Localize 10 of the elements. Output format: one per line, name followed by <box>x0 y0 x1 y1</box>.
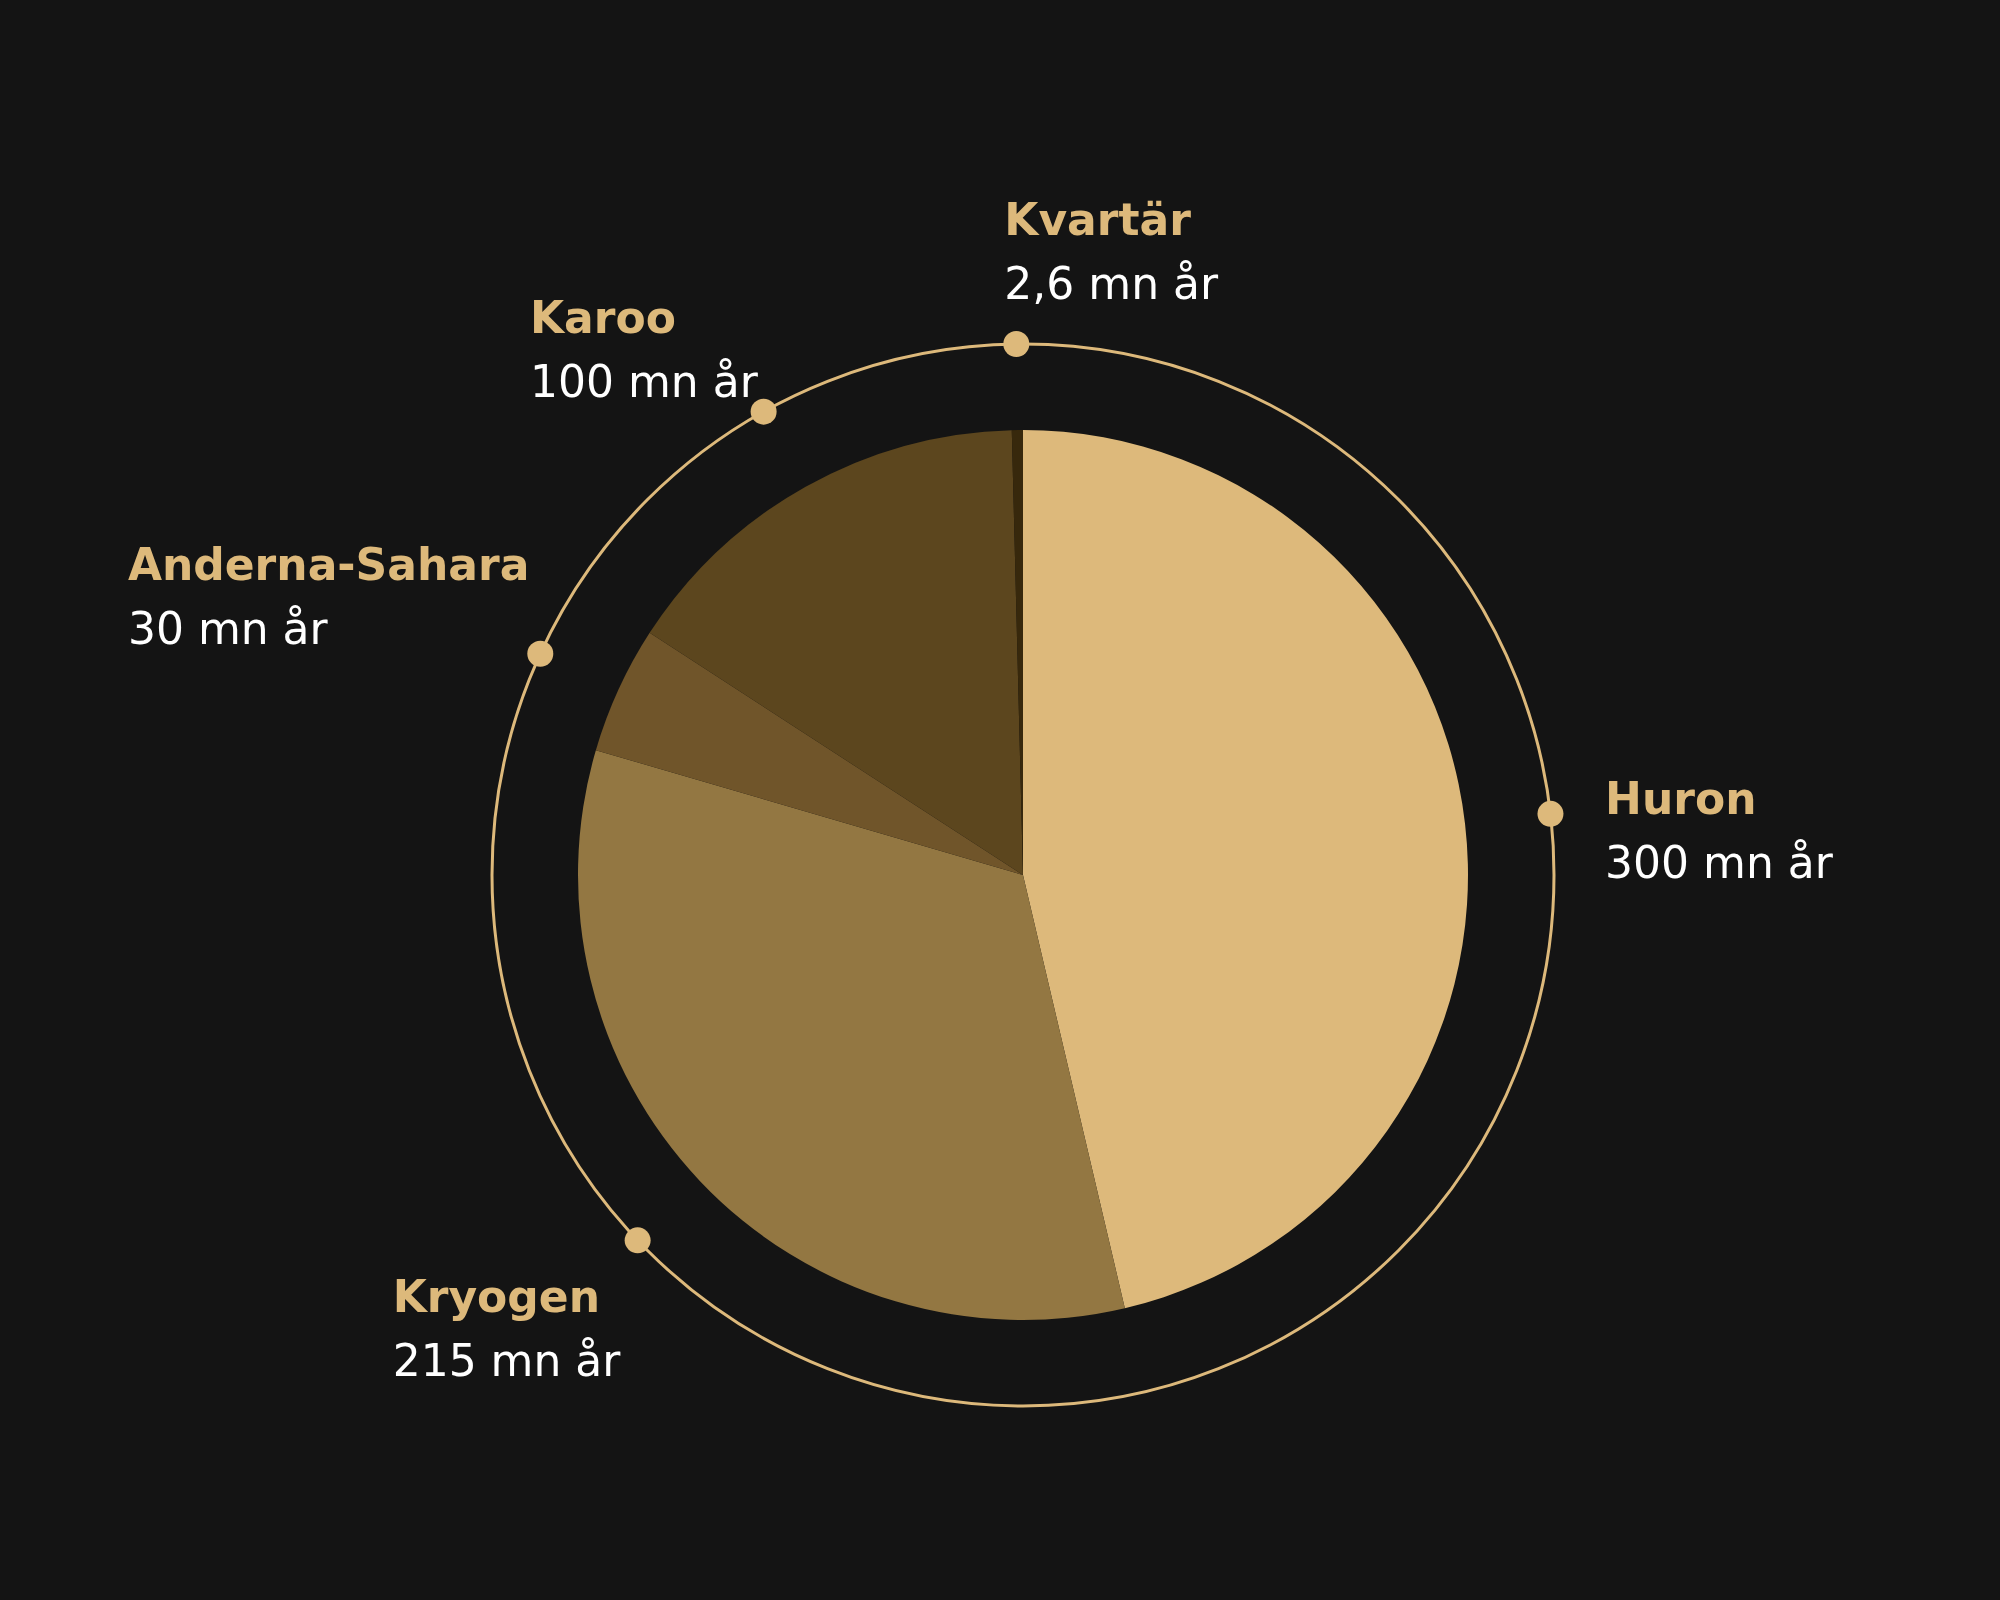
slice-label: Kvartär <box>1004 194 1192 246</box>
slice-label: Karoo <box>530 291 676 343</box>
data-label: 2,6 mn år <box>1004 258 1219 310</box>
slice-label: Kryogen <box>392 1270 601 1322</box>
data-label: 100 mn år <box>530 355 759 407</box>
data-label: 30 mn år <box>127 603 329 655</box>
data-label: 300 mn år <box>1605 836 1834 888</box>
legend-label: Huron <box>1605 772 1757 824</box>
slice-label: Anderna-Sahara <box>127 539 530 591</box>
data-label: 215 mn år <box>392 1334 622 1386</box>
